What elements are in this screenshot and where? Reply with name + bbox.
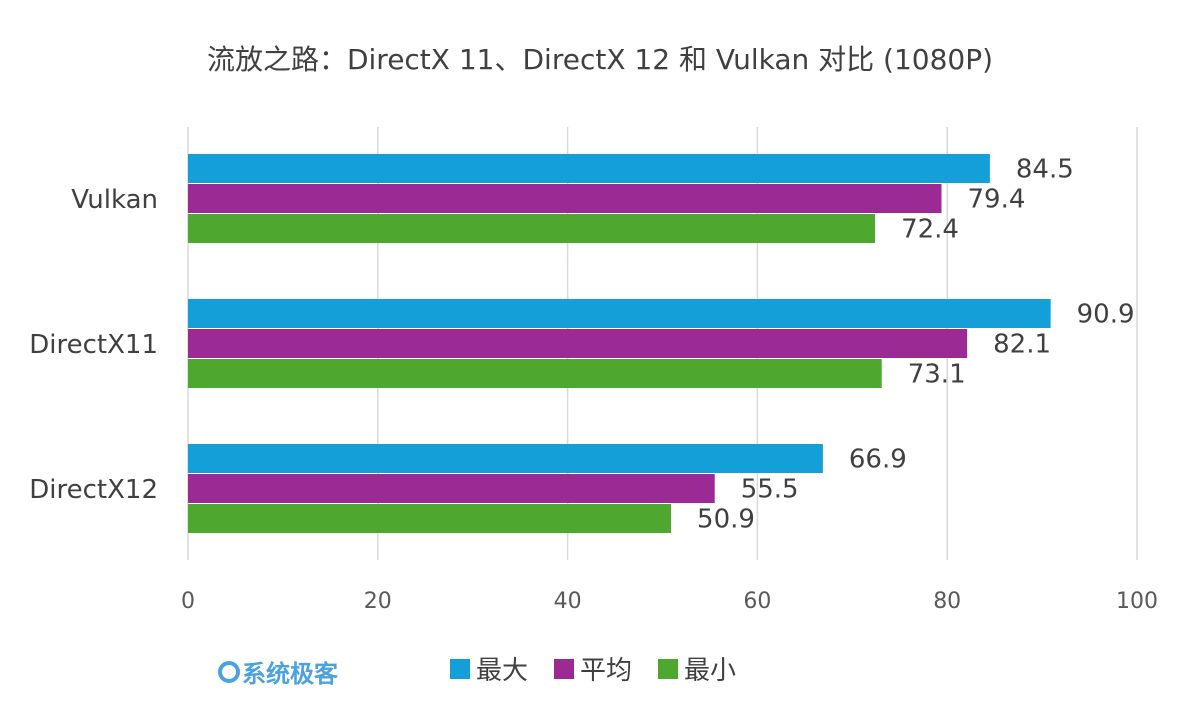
data-label: 73.1 xyxy=(908,360,966,390)
bar xyxy=(188,154,990,183)
legend-label: 最大 xyxy=(476,656,529,686)
data-label: 82.1 xyxy=(993,330,1051,360)
watermark-logo: 系统极客 xyxy=(218,654,338,689)
bar xyxy=(188,329,968,358)
legend-swatch xyxy=(658,658,679,679)
x-tick-label: 0 xyxy=(181,589,195,614)
x-tick-label: 80 xyxy=(933,589,961,614)
legend-item-min: 最小 xyxy=(658,650,736,687)
x-tick-label: 20 xyxy=(364,589,392,614)
chart-title: 流放之路：DirectX 11、DirectX 12 和 Vulkan 对比 (… xyxy=(206,43,994,76)
bar xyxy=(188,184,942,213)
x-tick-label: 40 xyxy=(554,589,582,614)
data-label: 90.9 xyxy=(1077,300,1135,330)
data-label: 50.9 xyxy=(697,505,755,535)
logo-icon xyxy=(218,660,240,683)
legend: 最大 平均 最小 xyxy=(450,650,736,687)
data-label: 79.4 xyxy=(968,185,1026,215)
bar xyxy=(188,359,882,388)
data-label: 66.9 xyxy=(849,445,907,475)
bar xyxy=(188,504,672,533)
legend-item-avg: 平均 xyxy=(554,650,632,687)
data-label: 55.5 xyxy=(741,475,799,505)
legend-swatch xyxy=(450,658,470,679)
x-tick-label: 100 xyxy=(1116,589,1158,614)
y-category-label: Vulkan xyxy=(71,185,158,215)
legend-label: 平均 xyxy=(580,656,633,686)
bar xyxy=(188,299,1051,328)
y-category-label: DirectX12 xyxy=(29,475,158,505)
data-label: 72.4 xyxy=(901,215,959,245)
bar xyxy=(188,474,715,503)
data-label: 84.5 xyxy=(1016,155,1074,185)
watermark-text: 系统极客 xyxy=(242,660,338,688)
legend-item-max: 最大 xyxy=(450,650,528,687)
y-category-label: DirectX11 xyxy=(29,330,158,360)
bar xyxy=(188,214,876,243)
legend-label: 最小 xyxy=(684,656,737,686)
x-tick-label: 60 xyxy=(743,589,771,614)
legend-swatch xyxy=(554,658,575,679)
bar xyxy=(188,444,823,473)
